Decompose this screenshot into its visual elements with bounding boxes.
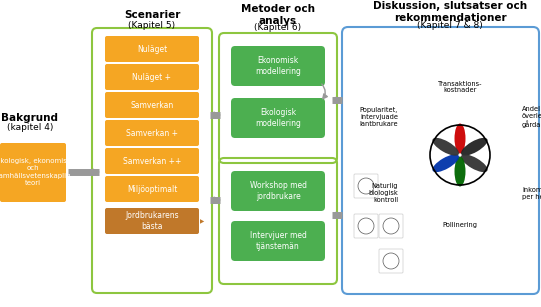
Ellipse shape — [432, 138, 459, 156]
FancyBboxPatch shape — [105, 64, 199, 90]
Text: Samverkan ++: Samverkan ++ — [123, 157, 181, 165]
Text: (Kapitel 5): (Kapitel 5) — [128, 21, 176, 29]
Text: Nuläget +: Nuläget + — [133, 72, 171, 81]
Text: Metoder och
analys: Metoder och analys — [241, 4, 315, 26]
Text: Workshop med
jordbrukare: Workshop med jordbrukare — [249, 181, 307, 201]
Text: Intervjuer med
tjänstemän: Intervjuer med tjänstemän — [249, 231, 306, 251]
Ellipse shape — [454, 123, 465, 154]
Text: Ekologisk
modellering: Ekologisk modellering — [255, 108, 301, 128]
Ellipse shape — [461, 154, 487, 172]
Text: Samverkan +: Samverkan + — [126, 129, 178, 138]
FancyBboxPatch shape — [105, 120, 199, 146]
FancyBboxPatch shape — [0, 143, 66, 202]
Text: Samverkan: Samverkan — [130, 100, 174, 110]
FancyBboxPatch shape — [379, 249, 403, 273]
Text: ▶: ▶ — [200, 220, 204, 224]
Text: Bakgrund: Bakgrund — [2, 113, 58, 123]
Text: Naturlig
biologisk
kontroll: Naturlig biologisk kontroll — [368, 183, 398, 203]
FancyBboxPatch shape — [231, 221, 325, 261]
Text: (Kapitel 7 & 8): (Kapitel 7 & 8) — [417, 21, 483, 29]
FancyBboxPatch shape — [231, 46, 325, 86]
FancyBboxPatch shape — [105, 36, 199, 62]
Text: Popularitet,
intervjuade
lantbrukare: Popularitet, intervjuade lantbrukare — [359, 107, 398, 127]
Text: Nuläget: Nuläget — [137, 45, 167, 53]
Text: Diskussion, slutsatser och
rekommendationer: Diskussion, slutsatser och rekommendatio… — [373, 1, 527, 23]
Text: Ekonomisk
modellering: Ekonomisk modellering — [255, 56, 301, 76]
Text: Jordbrukarens
bästa: Jordbrukarens bästa — [125, 211, 179, 231]
FancyBboxPatch shape — [105, 92, 199, 118]
Text: Ekologisk, ekonomisk
och
samhällsvetenskaplig
teori: Ekologisk, ekonomisk och samhällsvetensk… — [0, 158, 71, 186]
FancyBboxPatch shape — [105, 148, 199, 174]
Text: Inkomst
per hektar: Inkomst per hektar — [522, 186, 541, 200]
FancyBboxPatch shape — [354, 214, 378, 238]
FancyBboxPatch shape — [231, 171, 325, 211]
Text: (kapitel 4): (kapitel 4) — [7, 122, 53, 131]
Text: (Kapitel 6): (Kapitel 6) — [254, 24, 301, 33]
Ellipse shape — [432, 154, 459, 172]
FancyBboxPatch shape — [105, 176, 199, 202]
FancyBboxPatch shape — [231, 98, 325, 138]
Ellipse shape — [461, 138, 487, 156]
Ellipse shape — [454, 157, 465, 186]
Text: Scenarier: Scenarier — [124, 10, 180, 20]
Text: Andel
överlevande
gårdar: Andel överlevande gårdar — [522, 106, 541, 128]
Text: Miljöoptimalt: Miljöoptimalt — [127, 185, 177, 193]
Text: Transaktions-
kostnader: Transaktions- kostnader — [438, 80, 482, 94]
Text: Pollinering: Pollinering — [443, 222, 478, 228]
FancyBboxPatch shape — [354, 174, 378, 198]
FancyBboxPatch shape — [105, 208, 199, 234]
FancyBboxPatch shape — [379, 214, 403, 238]
